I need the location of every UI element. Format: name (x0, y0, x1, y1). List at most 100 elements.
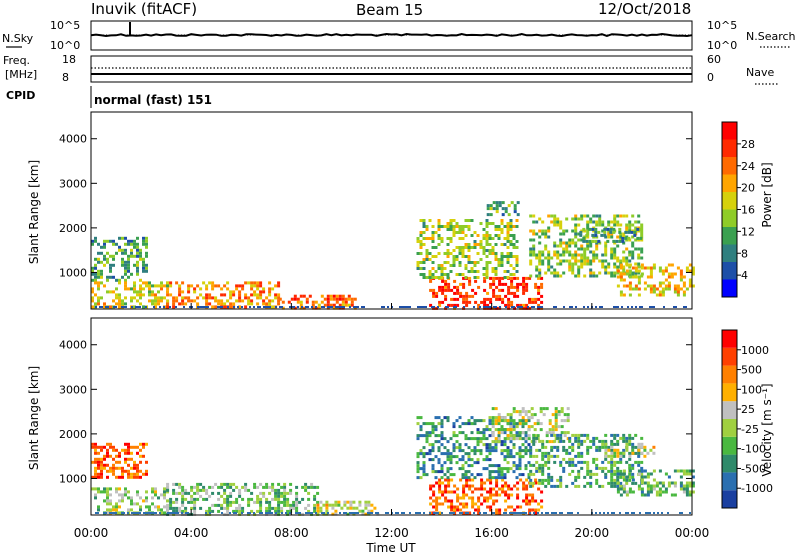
heatmap-cell (562, 448, 566, 452)
heatmap-cell (329, 297, 333, 301)
heatmap-cell (637, 214, 641, 218)
heatmap-cell (503, 276, 507, 279)
heatmap-cell (537, 487, 541, 491)
heatmap-cell (512, 267, 516, 270)
heatmap-cell (685, 269, 689, 273)
heatmap-cell (612, 230, 616, 234)
heatmap-cell (370, 509, 374, 513)
heatmap-cell (461, 246, 465, 249)
heatmap-cell (516, 294, 520, 298)
heatmap-cell (335, 306, 337, 308)
heatmap-cell (326, 297, 330, 301)
heatmap-cell (625, 226, 629, 230)
heatmap-cell (187, 500, 191, 504)
heatmap-cell (501, 201, 505, 205)
heatmap-cell (485, 237, 489, 240)
heatmap-cell (259, 500, 263, 504)
heatmap-cell (582, 239, 586, 243)
heatmap-cell (489, 306, 493, 310)
heatmap-cell (554, 425, 558, 429)
heatmap-cell (631, 436, 635, 440)
heatmap-cell (419, 512, 421, 514)
heatmap-cell (577, 247, 581, 251)
heatmap-cell (637, 253, 641, 257)
heatmap-cell (325, 512, 329, 516)
heatmap-cell (631, 256, 635, 260)
y-tick-label: 1000 (59, 266, 87, 279)
heatmap-cell (106, 260, 109, 264)
heatmap-cell (595, 466, 599, 470)
heatmap-cell (494, 449, 498, 453)
heatmap-cell (94, 257, 97, 261)
heatmap-cell (305, 300, 309, 304)
heatmap-cell (688, 481, 692, 485)
heatmap-cell (473, 276, 477, 279)
heatmap-cell (451, 512, 453, 514)
heatmap-cell (444, 282, 448, 286)
heatmap-cell (505, 306, 507, 308)
heatmap-cell (527, 428, 531, 432)
heatmap-cell (691, 484, 695, 488)
heatmap-cell (645, 512, 647, 514)
heatmap-cell (97, 299, 100, 303)
heatmap-cell (541, 445, 545, 449)
heatmap-cell (531, 297, 535, 301)
heatmap-cell (553, 306, 555, 308)
heatmap-cell (606, 227, 610, 231)
heatmap-cell (432, 294, 436, 298)
heatmap-cell (425, 422, 429, 426)
heatmap-cell (238, 290, 242, 294)
heatmap-cell (444, 288, 448, 292)
heatmap-cell (91, 475, 94, 479)
heatmap-cell (649, 487, 653, 491)
heatmap-cell (321, 306, 323, 308)
heatmap-cell (501, 478, 505, 482)
heatmap-cell (547, 256, 551, 260)
heatmap-cell (241, 284, 245, 288)
heatmap-cell (500, 425, 504, 429)
heatmap-cell (268, 491, 272, 495)
heatmap-cell (640, 445, 644, 449)
heatmap-cell (429, 484, 433, 488)
heatmap-cell (91, 299, 94, 303)
heatmap-cell (616, 214, 620, 218)
heatmap-cell (332, 294, 336, 298)
heatmap-cell (425, 249, 429, 252)
heatmap-cell (518, 446, 522, 450)
heatmap-cell (631, 445, 635, 449)
colorbar-segment (722, 192, 737, 210)
heatmap-cell (435, 505, 439, 509)
heatmap-cell (522, 306, 526, 310)
heatmap-cell (627, 230, 631, 234)
heatmap-cell (565, 484, 569, 488)
heatmap-cell (417, 306, 419, 308)
heatmap-cell (664, 278, 668, 282)
heatmap-cell (571, 442, 575, 446)
heatmap-cell (500, 449, 504, 453)
heatmap-cell (344, 297, 348, 301)
heatmap-cell (477, 496, 481, 500)
heatmap-cell (446, 276, 450, 279)
heatmap-cell (112, 466, 115, 470)
heatmap-cell (127, 254, 130, 258)
heatmap-cell (133, 284, 136, 288)
heatmap-cell (553, 433, 557, 437)
heatmap-cell (370, 503, 374, 507)
heatmap-cell (515, 512, 517, 514)
heatmap-cell (548, 440, 552, 444)
heatmap-cell (622, 448, 626, 452)
heatmap-cell (470, 473, 474, 477)
heatmap-cell (428, 219, 432, 222)
heatmap-cell (682, 284, 686, 288)
heatmap-cell (640, 472, 644, 476)
heatmap-cell (625, 436, 629, 440)
heatmap-cell (226, 482, 230, 486)
heatmap-cell (235, 497, 239, 501)
heatmap-cell (652, 451, 656, 455)
heatmap-cell (217, 491, 221, 495)
heatmap-cell (510, 291, 514, 295)
heatmap-cell (190, 488, 194, 492)
heatmap-cell (422, 273, 426, 276)
heatmap-cell (507, 297, 511, 301)
heatmap-cell (498, 508, 502, 512)
